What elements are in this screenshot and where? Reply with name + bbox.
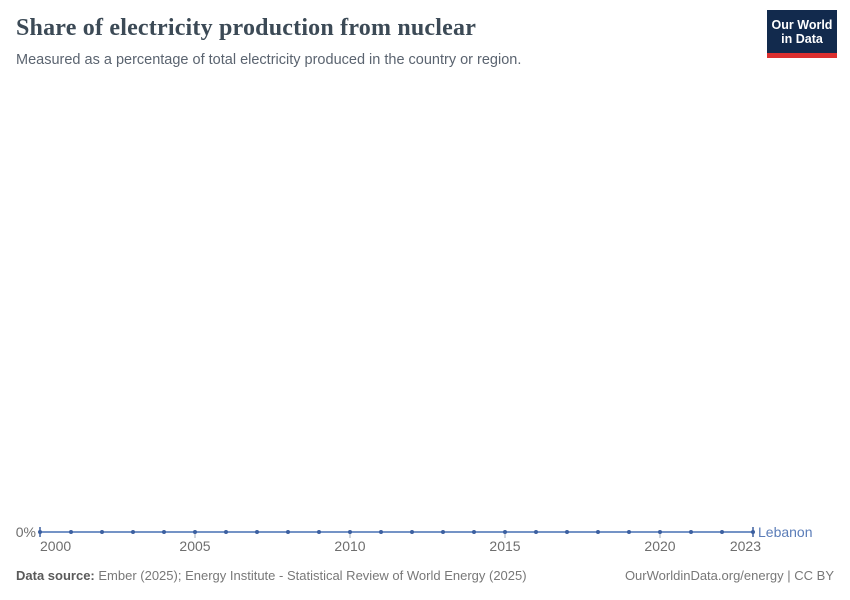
data-point[interactable]: [720, 530, 724, 534]
x-axis-label: 2015: [489, 538, 520, 554]
data-point[interactable]: [193, 530, 197, 534]
data-point[interactable]: [441, 530, 445, 534]
data-point[interactable]: [224, 530, 228, 534]
data-source-text: Ember (2025); Energy Institute - Statist…: [94, 568, 527, 583]
data-point[interactable]: [162, 530, 166, 534]
data-point[interactable]: [751, 530, 755, 534]
data-point[interactable]: [596, 530, 600, 534]
data-point[interactable]: [317, 530, 321, 534]
data-point[interactable]: [348, 530, 352, 534]
x-axis-label: 2020: [644, 538, 675, 554]
owid-logo-line1: Our World: [771, 17, 833, 32]
y-axis-label: 0%: [16, 524, 36, 540]
data-point[interactable]: [658, 530, 662, 534]
credit-link[interactable]: OurWorldinData.org/energy | CC BY: [624, 568, 834, 583]
data-point[interactable]: [38, 530, 42, 534]
chart-subtitle: Measured as a percentage of total electr…: [16, 52, 522, 68]
data-point[interactable]: [565, 530, 569, 534]
data-point[interactable]: [410, 530, 414, 534]
x-axis-label: 2005: [179, 538, 210, 554]
data-point[interactable]: [69, 530, 73, 534]
data-source: Data source: Ember (2025); Energy Instit…: [16, 568, 527, 583]
owid-logo[interactable]: Our World in Data: [767, 10, 837, 58]
data-point[interactable]: [534, 530, 538, 534]
owid-logo-line2: in Data: [781, 31, 823, 46]
data-point[interactable]: [131, 530, 135, 534]
data-point[interactable]: [379, 530, 383, 534]
data-source-label: Data source:: [16, 568, 95, 583]
data-point[interactable]: [100, 530, 104, 534]
chart-title: Share of electricity production from nuc…: [16, 15, 477, 41]
data-point[interactable]: [689, 530, 693, 534]
x-axis-label: 2023: [730, 538, 761, 554]
x-axis-label: 2000: [40, 538, 71, 554]
data-point[interactable]: [472, 530, 476, 534]
data-point[interactable]: [286, 530, 290, 534]
data-point[interactable]: [627, 530, 631, 534]
data-point[interactable]: [255, 530, 259, 534]
chart-footer: Data source: Ember (2025); Energy Instit…: [16, 568, 834, 583]
entity-label[interactable]: Lebanon: [758, 524, 813, 540]
x-axis-label: 2010: [334, 538, 365, 554]
data-point[interactable]: [503, 530, 507, 534]
